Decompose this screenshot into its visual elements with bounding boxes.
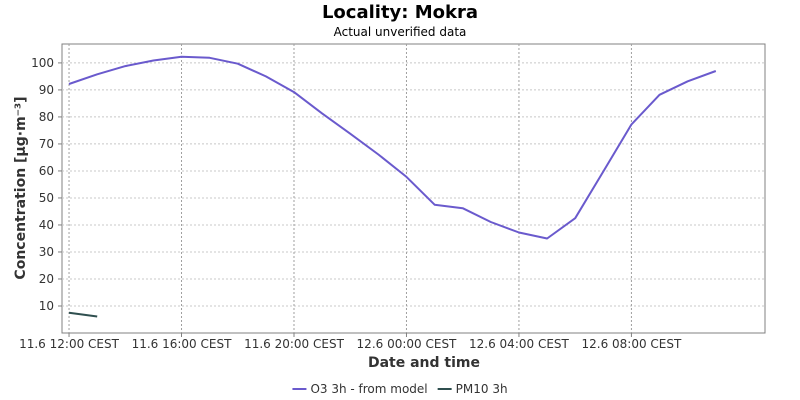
x-tick-label: 11.6 20:00 CEST xyxy=(244,337,345,351)
x-tick-label: 11.6 16:00 CEST xyxy=(132,337,233,351)
series-line-pm10 xyxy=(68,311,98,318)
y-tick-label: 50 xyxy=(39,191,54,205)
y-tick-label: 80 xyxy=(39,110,54,124)
series-lines xyxy=(68,55,717,318)
y-tick-label: 70 xyxy=(39,137,54,151)
y-tick-label: 60 xyxy=(39,164,54,178)
legend: O3 3h - from model PM10 3h xyxy=(292,382,508,396)
chart-title: Locality: Mokra xyxy=(322,2,478,23)
y-tick-label: 100 xyxy=(31,56,54,70)
y-tick-label: 30 xyxy=(39,245,54,259)
x-axis-label: Date and time xyxy=(368,355,480,371)
grid-lines xyxy=(62,44,765,333)
x-tick-label: 12.6 00:00 CEST xyxy=(357,337,458,351)
x-tick-label: 11.6 12:00 CEST xyxy=(19,337,120,351)
x-tick-label: 12.6 04:00 CEST xyxy=(469,337,570,351)
legend-label: PM10 3h xyxy=(456,382,508,396)
legend-label: O3 3h - from model xyxy=(310,382,427,396)
y-axis-ticks: 10 20 30 40 50 60 70 80 90 100 xyxy=(31,56,62,313)
y-axis-label: Concentration [µg·m⁻³] xyxy=(13,96,29,279)
y-tick-label: 20 xyxy=(39,272,54,286)
series-line-o3 xyxy=(68,55,717,240)
chart-subtitle: Actual unverified data xyxy=(334,25,467,39)
y-tick-label: 90 xyxy=(39,83,54,97)
x-axis-ticks: 11.6 12:00 CEST 11.6 16:00 CEST 11.6 20:00… xyxy=(19,333,682,351)
x-tick-label: 12.6 08:00 CEST xyxy=(582,337,683,351)
y-tick-label: 10 xyxy=(39,299,54,313)
y-tick-label: 40 xyxy=(39,218,54,232)
plot-area xyxy=(61,43,766,334)
